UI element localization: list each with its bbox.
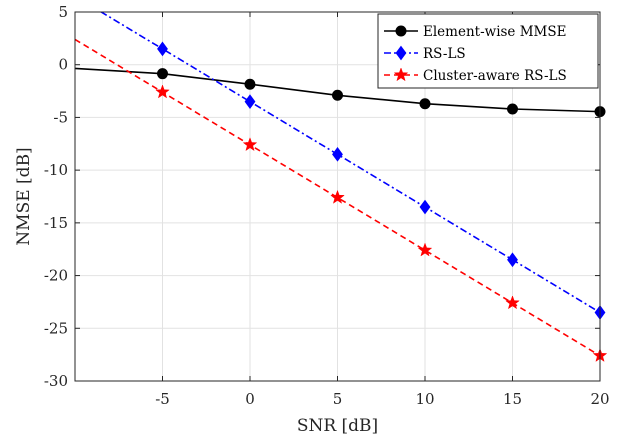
data-point xyxy=(332,89,343,101)
x-tick-label: -5 xyxy=(155,390,170,408)
x-tick-label: 0 xyxy=(245,390,255,408)
data-point xyxy=(330,189,345,204)
y-axis-label: NMSE [dB] xyxy=(14,147,34,245)
legend-marker xyxy=(395,25,407,37)
data-point xyxy=(157,68,168,80)
data-point xyxy=(242,137,258,152)
data-point xyxy=(507,252,518,268)
y-tick-label: 5 xyxy=(58,3,68,21)
y-tick-label: -25 xyxy=(44,319,68,337)
x-axis-label: SNR [dB] xyxy=(297,416,378,436)
data-point xyxy=(155,84,170,99)
legend-label: RS-LS xyxy=(423,46,466,62)
data-point xyxy=(332,146,343,162)
x-tick-label: 15 xyxy=(503,390,522,408)
y-tick-label: -15 xyxy=(44,214,68,232)
x-tick-label: 20 xyxy=(590,390,609,408)
data-point xyxy=(505,295,520,310)
legend-marker xyxy=(395,45,407,61)
data-point xyxy=(244,78,256,90)
y-tick-label: -20 xyxy=(44,267,68,285)
y-tick-label: -5 xyxy=(53,108,68,126)
data-point xyxy=(419,199,431,215)
legend-item: RS-LS xyxy=(384,45,466,62)
legend-item: Element-wise MMSE xyxy=(384,24,566,40)
legend-label: Element-wise MMSE xyxy=(423,24,566,40)
y-tick-label: -10 xyxy=(44,161,68,179)
axis-ticks: -5 0 5 10 15 20 5 0 -5 -10 -15 -20 -25 -30 xyxy=(44,3,610,408)
data-point xyxy=(244,94,256,109)
legend-marker xyxy=(393,67,409,82)
legend-item: Cluster-aware RS-LS xyxy=(384,67,567,84)
legend: Element-wise MMSE RS-LS Cluster-aware RS-L… xyxy=(377,13,599,89)
data-point xyxy=(419,98,431,110)
x-tick-label: 5 xyxy=(333,390,343,408)
series-rs-ls xyxy=(99,12,606,320)
series-cluster-aware-rs-ls xyxy=(75,38,608,362)
data-point xyxy=(507,103,518,115)
data-point xyxy=(417,242,433,257)
data-point xyxy=(157,41,168,57)
x-tick-label: 10 xyxy=(415,390,434,408)
y-tick-label: 0 xyxy=(58,56,68,74)
legend-label: Cluster-aware RS-LS xyxy=(423,68,567,84)
y-tick-label: -30 xyxy=(44,372,68,390)
plot-series xyxy=(75,12,608,362)
